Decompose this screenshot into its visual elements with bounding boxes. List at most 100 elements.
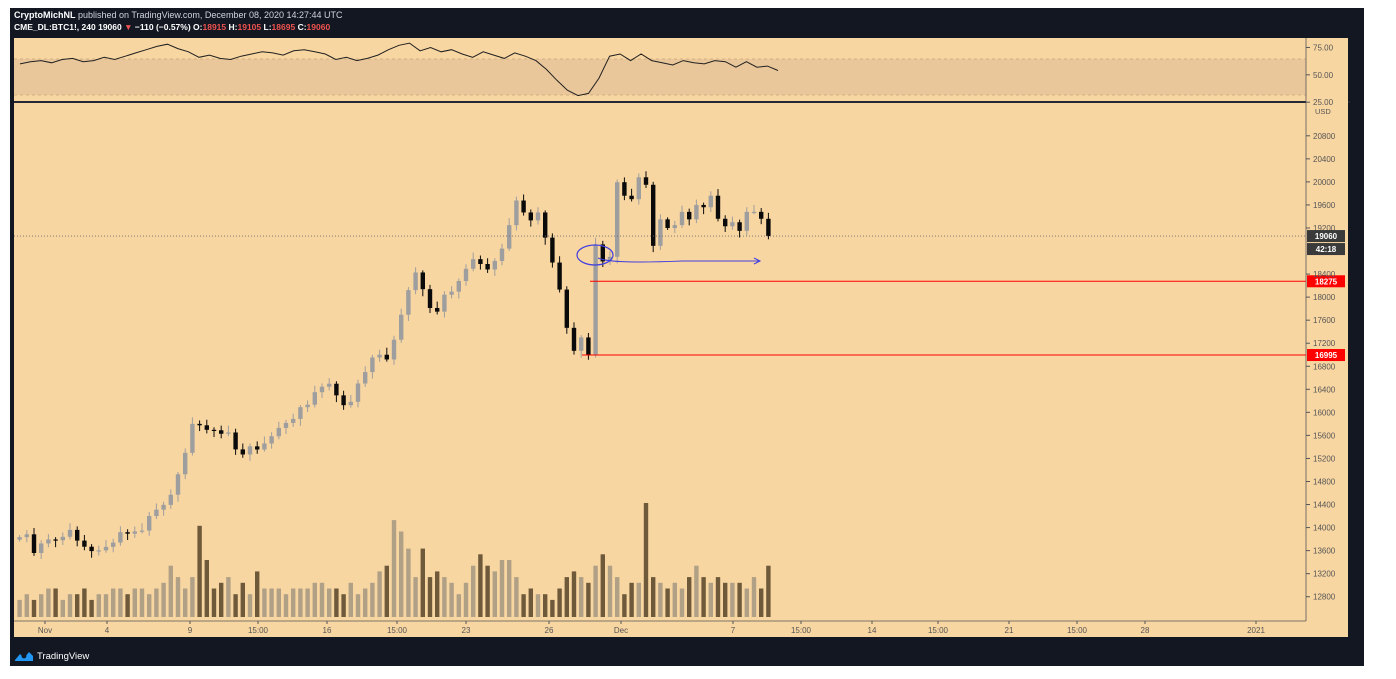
candle-body <box>262 443 267 450</box>
high-value: 19105 <box>237 22 262 32</box>
candle-body <box>17 537 22 540</box>
candle-body <box>701 204 706 208</box>
volume-bar <box>586 582 591 617</box>
candle-body <box>571 327 577 351</box>
candle-body <box>190 423 195 453</box>
brand-label: TradingView <box>37 650 90 662</box>
volume-bar <box>499 560 505 617</box>
candle-body <box>89 546 94 552</box>
candle-body <box>651 184 656 246</box>
symbol-info: CME_DL:BTC1!, 240 19060 ▼ −110 (−0.57%) … <box>14 22 330 32</box>
candle-body <box>312 392 317 405</box>
candle-body <box>615 182 620 257</box>
candle-body <box>154 509 159 517</box>
symbol-name[interactable]: CME_DL:BTC1!, 240 <box>14 22 96 32</box>
volume-bar <box>420 548 425 617</box>
time-tick-label: Dec <box>614 626 628 635</box>
candle-body <box>204 425 209 430</box>
annotation-arrow <box>597 257 760 263</box>
footer-brand[interactable]: TradingView <box>14 648 89 664</box>
price-tick-label: 19200 <box>1313 224 1336 233</box>
volume-bar <box>442 577 447 617</box>
time-tick-label: 23 <box>462 626 471 635</box>
volume-bar <box>370 582 375 617</box>
volume-bar <box>183 588 188 617</box>
volume-bar <box>103 594 109 617</box>
volume-bar <box>204 560 209 617</box>
high-label: H: <box>228 22 238 32</box>
volume-bar <box>636 582 641 617</box>
candle-body <box>715 195 721 219</box>
tradingview-logo-icon <box>15 652 33 661</box>
volume-bar <box>132 588 137 617</box>
volume-bar <box>53 588 58 617</box>
volume-bar <box>406 548 411 617</box>
candle-body <box>586 337 591 356</box>
volume-bar <box>687 577 692 617</box>
rsi-tick-label: 25.00 <box>1313 98 1334 107</box>
volume-bar <box>571 571 577 617</box>
candle-body <box>46 539 51 544</box>
volume-bar <box>463 582 469 617</box>
volume-bar <box>701 577 706 617</box>
candle-body <box>60 536 65 541</box>
open-value: 18915 <box>202 22 227 32</box>
candle-body <box>291 418 296 423</box>
candle-body <box>463 268 469 281</box>
volume-bar <box>82 588 87 617</box>
price-tick-label: 16000 <box>1313 408 1336 417</box>
author-name[interactable]: CryptoMichNL <box>14 10 76 20</box>
volume-bar <box>262 588 267 617</box>
volume-bar <box>723 582 728 617</box>
price-tick-label: 20000 <box>1313 178 1336 187</box>
rsi-band <box>14 59 1306 95</box>
candle-body <box>118 532 123 543</box>
volume-bar <box>643 503 649 617</box>
volume-bar <box>384 565 389 617</box>
candle-body <box>514 200 519 226</box>
volume-bar <box>622 594 627 617</box>
candle-body <box>543 212 548 238</box>
price-tick-label: 18400 <box>1313 270 1336 279</box>
candle-body <box>363 372 368 384</box>
volume-bar <box>535 594 541 617</box>
candle-body <box>370 357 375 373</box>
volume-bar <box>471 565 476 617</box>
price-tick-label: 18000 <box>1313 293 1336 302</box>
volume-bar <box>312 582 317 617</box>
candle-body <box>658 219 663 246</box>
time-tick-label: 15:00 <box>1067 626 1088 635</box>
levels-layer: 18275 16995 <box>582 275 1345 362</box>
volume-bar <box>255 571 260 617</box>
time-tick-label: 14 <box>868 626 877 635</box>
volume-bar <box>211 588 217 617</box>
annotation-ellipse <box>576 244 614 266</box>
rsi-layer <box>19 42 779 97</box>
candle-body <box>413 272 418 291</box>
volume-bar <box>607 565 613 617</box>
volume-bar <box>514 577 519 617</box>
candle-body <box>471 259 476 269</box>
price-tick-label: 15600 <box>1313 431 1336 440</box>
volume-bar <box>233 594 238 617</box>
volume-bar <box>125 594 130 617</box>
candle-body <box>442 294 447 312</box>
rsi-axis-labels: 75.00 50.00 25.00 <box>1306 43 1334 107</box>
volume-bar <box>175 577 181 617</box>
candle-body <box>399 314 404 340</box>
candle-body <box>535 212 541 221</box>
candle-body <box>283 422 289 428</box>
volume-bar <box>24 594 29 617</box>
candles-layer <box>17 171 771 559</box>
candle-body <box>485 263 490 270</box>
candle-body <box>391 339 397 360</box>
volume-bar <box>111 588 116 617</box>
countdown-badge <box>1307 243 1345 256</box>
down-triangle-icon: ▼ <box>124 22 133 32</box>
rsi-tick-label: 75.00 <box>1313 43 1334 52</box>
rsi-line <box>19 42 779 97</box>
candle-body <box>139 530 145 532</box>
volume-bar <box>355 594 361 617</box>
candle-body <box>622 182 627 196</box>
